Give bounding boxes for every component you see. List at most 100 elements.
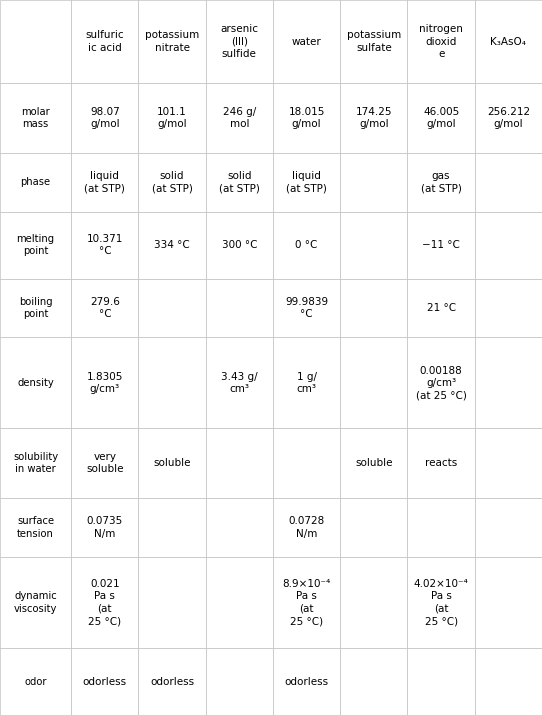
Bar: [408, 279, 475, 337]
Bar: [138, 152, 206, 212]
Bar: [206, 83, 273, 152]
Text: 279.6
°C: 279.6 °C: [90, 297, 120, 319]
Bar: [0, 212, 71, 279]
Text: −11 °C: −11 °C: [422, 240, 460, 250]
Bar: [71, 152, 138, 212]
Bar: [0, 152, 71, 212]
Text: solubility
in water: solubility in water: [13, 452, 58, 475]
Bar: [340, 83, 408, 152]
Bar: [71, 279, 138, 337]
Bar: [138, 648, 206, 715]
Text: odorless: odorless: [83, 676, 127, 686]
Bar: [340, 428, 408, 498]
Text: nitrogen
dioxid
e: nitrogen dioxid e: [419, 24, 463, 59]
Bar: [273, 428, 340, 498]
Bar: [71, 557, 138, 648]
Text: 334 °C: 334 °C: [154, 240, 190, 250]
Bar: [273, 498, 340, 557]
Bar: [206, 0, 273, 83]
Text: 1 g/
cm³: 1 g/ cm³: [296, 372, 317, 394]
Text: very
soluble: very soluble: [86, 452, 124, 475]
Text: molar
mass: molar mass: [21, 107, 50, 129]
Text: solid
(at STP): solid (at STP): [152, 171, 192, 193]
Bar: [408, 557, 475, 648]
Bar: [138, 498, 206, 557]
Text: 21 °C: 21 °C: [427, 303, 456, 313]
Bar: [71, 83, 138, 152]
Bar: [408, 498, 475, 557]
Bar: [206, 212, 273, 279]
Text: density: density: [17, 378, 54, 388]
Text: 4.02×10⁻⁴
Pa s
(at
25 °C): 4.02×10⁻⁴ Pa s (at 25 °C): [414, 579, 468, 626]
Text: 8.9×10⁻⁴
Pa s
(at
25 °C): 8.9×10⁻⁴ Pa s (at 25 °C): [282, 579, 331, 626]
Text: 300 °C: 300 °C: [222, 240, 257, 250]
Bar: [71, 648, 138, 715]
Text: 0.021
Pa s
(at
25 °C): 0.021 Pa s (at 25 °C): [88, 579, 121, 626]
Bar: [273, 279, 340, 337]
Text: potassium
sulfate: potassium sulfate: [347, 30, 401, 53]
Bar: [0, 0, 71, 83]
Bar: [408, 152, 475, 212]
Bar: [0, 498, 71, 557]
Text: 18.015
g/mol: 18.015 g/mol: [288, 107, 325, 129]
Bar: [475, 212, 542, 279]
Bar: [138, 428, 206, 498]
Text: gas
(at STP): gas (at STP): [421, 171, 462, 193]
Text: liquid
(at STP): liquid (at STP): [286, 171, 327, 193]
Bar: [138, 0, 206, 83]
Text: solid
(at STP): solid (at STP): [219, 171, 260, 193]
Bar: [475, 83, 542, 152]
Bar: [0, 557, 71, 648]
Bar: [138, 212, 206, 279]
Text: sulfuric
ic acid: sulfuric ic acid: [86, 30, 124, 53]
Text: odorless: odorless: [285, 676, 328, 686]
Bar: [0, 83, 71, 152]
Text: 3.43 g/
cm³: 3.43 g/ cm³: [221, 372, 257, 394]
Text: 1.8305
g/cm³: 1.8305 g/cm³: [87, 372, 123, 394]
Bar: [340, 0, 408, 83]
Text: 256.212
g/mol: 256.212 g/mol: [487, 107, 530, 129]
Bar: [206, 498, 273, 557]
Bar: [206, 428, 273, 498]
Bar: [0, 648, 71, 715]
Bar: [340, 648, 408, 715]
Bar: [71, 0, 138, 83]
Text: 0.0728
N/m: 0.0728 N/m: [288, 516, 325, 538]
Bar: [206, 337, 273, 428]
Bar: [71, 498, 138, 557]
Bar: [340, 212, 408, 279]
Bar: [71, 428, 138, 498]
Text: 46.005
g/mol: 46.005 g/mol: [423, 107, 459, 129]
Text: water: water: [292, 36, 321, 46]
Bar: [475, 279, 542, 337]
Bar: [408, 83, 475, 152]
Bar: [408, 428, 475, 498]
Bar: [475, 152, 542, 212]
Text: dynamic
viscosity: dynamic viscosity: [14, 591, 57, 613]
Bar: [273, 557, 340, 648]
Bar: [138, 279, 206, 337]
Bar: [206, 152, 273, 212]
Text: arsenic
(III)
sulfide: arsenic (III) sulfide: [221, 24, 259, 59]
Bar: [138, 557, 206, 648]
Text: soluble: soluble: [153, 458, 191, 468]
Bar: [0, 279, 71, 337]
Bar: [475, 498, 542, 557]
Text: 0.0735
N/m: 0.0735 N/m: [87, 516, 123, 538]
Bar: [273, 152, 340, 212]
Bar: [408, 337, 475, 428]
Text: 0.00188
g/cm³
(at 25 °C): 0.00188 g/cm³ (at 25 °C): [416, 365, 467, 400]
Text: reacts: reacts: [425, 458, 457, 468]
Bar: [340, 279, 408, 337]
Bar: [138, 337, 206, 428]
Bar: [273, 648, 340, 715]
Bar: [340, 498, 408, 557]
Text: boiling
point: boiling point: [19, 297, 53, 319]
Bar: [0, 337, 71, 428]
Bar: [273, 212, 340, 279]
Text: liquid
(at STP): liquid (at STP): [85, 171, 125, 193]
Text: 99.9839
°C: 99.9839 °C: [285, 297, 328, 319]
Bar: [408, 212, 475, 279]
Text: K₃AsO₄: K₃AsO₄: [491, 36, 526, 46]
Bar: [71, 212, 138, 279]
